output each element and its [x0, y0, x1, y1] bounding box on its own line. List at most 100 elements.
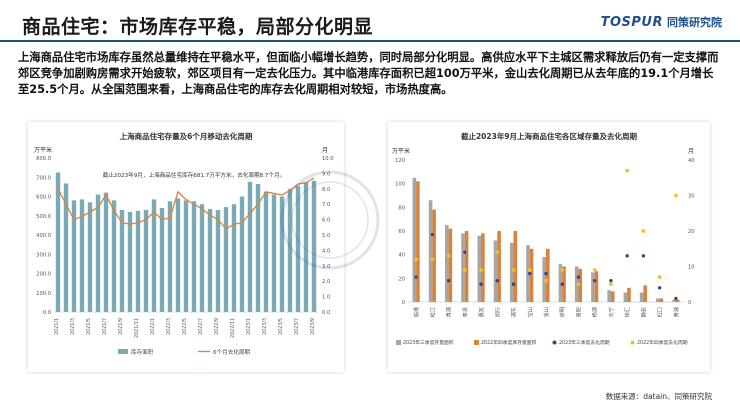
legend-label: 2023年三季度存量面积: [403, 339, 454, 346]
bar-2023q3-inventory: [558, 264, 563, 302]
y-tick-label: 80: [398, 205, 405, 211]
y2-tick-label: 9.0: [322, 171, 330, 177]
legend-line-label: 6个月去化周期: [213, 348, 251, 356]
y-tick-label: 60: [398, 229, 405, 235]
bar-2022q4-inventory: [594, 271, 599, 302]
bar-2023q3-inventory: [526, 245, 530, 302]
y2-tick-label: 4.0: [322, 248, 330, 254]
x-tick-label: 2023/5: [278, 318, 284, 335]
dot-2023q3-destock-cycle: [625, 254, 629, 258]
district-inventory-chart: 万平米 月 0 20 40 60 80 100 120 0 10 20 30 40 临港 松江 青浦 奉贤 嘉定 闵行…: [392, 147, 695, 346]
legend-swatch: [552, 340, 557, 345]
y-tick-label: 600.0: [36, 195, 51, 201]
bar-2022q4-inventory: [627, 287, 631, 302]
y2-tick-label: 40: [688, 158, 695, 164]
y2-tick-label: 20: [688, 229, 695, 235]
left-axis-unit: 万平米: [34, 146, 52, 154]
inventory-trend-chart: 万平米 月 0.0 100.0 200.0 300.0 400.0 500.0 600.0 700…: [34, 146, 334, 356]
x-tick-label: 崇明: [559, 307, 566, 317]
x-tick-label: 2023/7: [294, 318, 300, 335]
x-tick-label: 2021/3: [70, 318, 76, 335]
x-tick-label: 2022/5: [182, 318, 188, 335]
y-tick-label: 20: [398, 276, 405, 282]
inventory-bar: [103, 192, 109, 312]
y-tick-label: 300.0: [36, 252, 51, 258]
y-tick-label: 0.0: [43, 310, 51, 316]
dot-2023q3-destock-cycle: [430, 232, 435, 237]
bar-2023q3-inventory: [428, 200, 433, 302]
dot-2022q4-destock-cycle: [446, 253, 451, 258]
bar-2022q4-inventory: [562, 266, 566, 302]
dot-2022q4-destock-cycle: [609, 282, 613, 287]
dot-2023q3-destock-cycle: [544, 271, 548, 276]
inventory-bar: [183, 200, 189, 312]
inventory-bar: [95, 194, 101, 312]
bar-2023q3-inventory: [591, 272, 595, 302]
inventory-bar: [199, 204, 205, 312]
dot-2023q3-destock-cycle: [528, 271, 532, 276]
x-tick-label: 金山: [542, 307, 550, 317]
bar-2022q4-inventory: [643, 285, 647, 302]
left-axis-unit: 万平米: [392, 147, 410, 155]
inventory-bar: [159, 208, 165, 312]
dot-2023q3-destock-cycle: [560, 282, 564, 286]
x-tick-label: 嘉定: [477, 307, 485, 317]
inventory-bar: [79, 199, 85, 312]
bar-2022q4-inventory: [448, 228, 453, 302]
x-tick-label: 2021/1: [54, 318, 60, 335]
y2-tick-label: 5.0: [322, 233, 330, 239]
y2-tick-label: 7.0: [322, 202, 330, 208]
dot-2023q3-destock-cycle: [414, 275, 418, 279]
dot-2023q3-destock-cycle: [657, 286, 662, 290]
bar-2023q3-inventory: [672, 299, 676, 302]
x-tick-label: 2021/11: [134, 318, 140, 338]
x-tick-label: 2022/3: [166, 318, 172, 335]
bar-2023q3-inventory: [639, 292, 644, 302]
annotation-text: 截止2023年9月，上海商品住宅库存681.7万平方米，去化周期8.7个月。: [103, 171, 286, 179]
legend-swatch: [396, 340, 401, 345]
x-tick-label: 普陀: [574, 307, 582, 317]
annotation-box: [88, 166, 300, 182]
watermark-logo: [280, 170, 380, 270]
inventory-bar: [287, 188, 293, 312]
y2-tick-label: 1.0: [322, 295, 330, 301]
y2-tick-label: 3.0: [322, 264, 330, 270]
right-axis-unit: 月: [322, 147, 328, 154]
bar-2022q4-inventory: [432, 209, 436, 302]
inventory-bar: [175, 198, 181, 312]
legend-bar-label: 库存面积: [131, 348, 154, 356]
x-tick-label: 浦东: [510, 307, 518, 317]
x-tick-label: 2022/1: [150, 318, 156, 335]
inventory-bar: [63, 183, 69, 312]
x-tick-label: 杨浦: [591, 307, 599, 317]
dot-2022q4-destock-cycle: [495, 250, 500, 255]
header-divider: [0, 40, 740, 42]
y-tick-label: 700.0: [36, 175, 51, 181]
dot-2022q4-destock-cycle: [462, 268, 467, 272]
dot-2022q4-destock-cycle: [625, 168, 630, 173]
y-tick-label: 400.0: [36, 233, 51, 239]
inventory-bar: [71, 200, 77, 312]
dot-2022q4-destock-cycle: [430, 257, 435, 262]
inventory-bar: [231, 204, 237, 312]
dot-2022q4-destock-cycle: [414, 257, 419, 262]
bar-2022q4-inventory: [464, 231, 469, 302]
x-tick-label: 虹口: [656, 307, 664, 317]
bar-2022q4-inventory: [546, 248, 550, 302]
inventory-bar: [247, 179, 253, 312]
x-tick-label: 长宁: [607, 307, 615, 317]
inventory-bar: [279, 196, 285, 312]
dot-2023q3-destock-cycle: [446, 279, 451, 283]
bar-2023q3-inventory: [477, 235, 482, 302]
dot-2022q4-destock-cycle: [641, 229, 646, 233]
x-tick-label: 松江: [428, 307, 436, 317]
inventory-bar: [111, 200, 117, 312]
bar-2022q4-inventory: [610, 291, 615, 302]
y2-tick-label: 8.0: [322, 187, 330, 193]
x-tick-label: 临港: [412, 306, 420, 317]
y-tick-label: 500.0: [36, 214, 51, 220]
y2-tick-label: 2.0: [322, 279, 330, 285]
y-tick-label: 40: [398, 253, 405, 259]
y2-tick-label: 30: [688, 194, 695, 200]
x-tick-label: 2022/7: [198, 318, 204, 335]
